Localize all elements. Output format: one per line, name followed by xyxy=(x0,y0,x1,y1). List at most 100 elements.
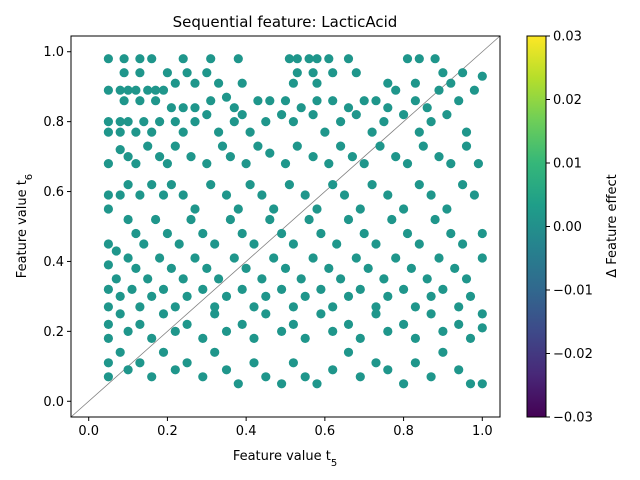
data-point xyxy=(288,239,298,249)
colorbar-tick-label: −0.02 xyxy=(553,347,593,362)
data-point xyxy=(458,68,468,78)
data-point xyxy=(103,372,113,382)
data-point xyxy=(115,291,125,301)
data-point xyxy=(221,365,232,375)
data-point xyxy=(103,117,113,127)
data-point xyxy=(257,190,267,200)
data-point xyxy=(304,54,314,64)
data-point xyxy=(296,103,306,113)
data-point xyxy=(186,214,196,225)
data-point xyxy=(410,78,420,88)
data-point xyxy=(292,68,302,78)
data-point xyxy=(399,204,409,214)
data-point xyxy=(123,326,133,336)
data-point xyxy=(103,284,113,294)
data-point xyxy=(312,204,322,214)
data-point xyxy=(328,365,338,375)
data-point xyxy=(261,372,271,382)
data-point xyxy=(410,302,420,312)
data-point xyxy=(387,214,397,225)
data-point xyxy=(280,159,291,169)
data-point xyxy=(312,54,322,64)
data-point xyxy=(284,180,294,190)
data-point xyxy=(343,347,354,357)
data-point xyxy=(190,103,200,113)
data-point xyxy=(174,239,184,249)
data-point xyxy=(308,68,318,78)
data-point xyxy=(261,117,271,127)
data-point xyxy=(103,159,113,169)
data-point xyxy=(343,319,354,329)
data-point xyxy=(265,214,275,225)
data-point xyxy=(375,141,385,151)
data-point xyxy=(182,358,192,368)
data-point xyxy=(450,263,460,273)
data-point xyxy=(426,309,436,319)
data-point xyxy=(198,333,208,343)
data-point xyxy=(277,326,287,336)
data-point xyxy=(438,347,448,357)
data-point xyxy=(158,309,169,319)
data-point xyxy=(300,372,310,382)
data-point xyxy=(249,239,259,249)
data-point xyxy=(233,204,243,214)
data-point xyxy=(162,68,172,78)
data-point xyxy=(229,117,239,127)
data-point xyxy=(328,302,338,312)
data-point xyxy=(178,127,188,137)
data-point xyxy=(351,68,361,78)
data-point xyxy=(355,284,365,294)
data-point xyxy=(139,239,149,249)
data-point xyxy=(438,68,448,78)
data-point xyxy=(343,103,354,113)
data-point xyxy=(269,204,279,214)
colorbar-tick-label: 0.03 xyxy=(553,30,582,45)
data-point xyxy=(343,214,354,225)
y-axis-title: Feature value t6 xyxy=(15,174,35,278)
data-point xyxy=(249,302,259,312)
data-point xyxy=(210,239,220,249)
data-point xyxy=(214,274,224,284)
data-point xyxy=(241,159,251,169)
colorbar-tick-label: 0.01 xyxy=(553,157,582,172)
data-point xyxy=(190,204,200,214)
data-point xyxy=(477,228,487,239)
data-point xyxy=(430,54,440,64)
data-point xyxy=(253,96,263,106)
data-point xyxy=(265,96,275,106)
data-point xyxy=(123,180,133,190)
data-point xyxy=(324,159,334,169)
data-point xyxy=(371,239,381,249)
data-point xyxy=(288,319,298,329)
data-point xyxy=(277,284,287,294)
data-point xyxy=(414,180,424,190)
data-point xyxy=(402,159,413,169)
data-point xyxy=(422,103,432,113)
y-tick-label: 1.0 xyxy=(43,45,64,60)
data-point xyxy=(410,333,420,343)
data-point xyxy=(162,228,172,239)
data-point xyxy=(391,85,401,95)
data-point xyxy=(469,85,479,95)
data-point xyxy=(261,291,271,301)
data-point xyxy=(182,319,192,329)
data-point xyxy=(202,110,212,120)
plot-area: 0.0 0.2 0.4 0.6 0.8 1.0 0.0 0.2 0.4 0.6 0.8 1.0 xyxy=(43,35,501,439)
data-point xyxy=(477,323,487,333)
data-point xyxy=(202,263,212,273)
data-point xyxy=(336,117,346,127)
data-point xyxy=(277,379,287,389)
data-point xyxy=(434,85,444,95)
data-point xyxy=(477,71,487,81)
data-point xyxy=(170,78,180,88)
data-point xyxy=(162,159,172,169)
data-point xyxy=(355,204,365,214)
data-point xyxy=(430,214,440,225)
data-point xyxy=(103,302,113,312)
data-point xyxy=(178,103,188,113)
data-point xyxy=(410,96,420,106)
data-point xyxy=(249,333,259,343)
x-tick-label: 0.6 xyxy=(315,424,336,439)
y-tick-label: 0.4 xyxy=(43,255,64,270)
